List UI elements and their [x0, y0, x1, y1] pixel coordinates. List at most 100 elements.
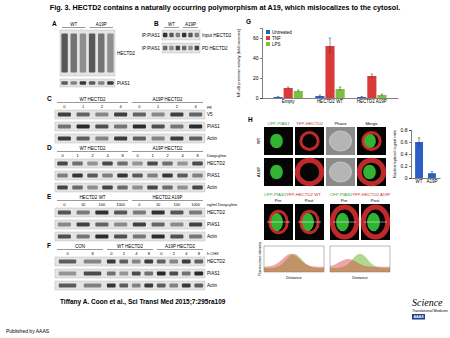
tick-mark — [409, 178, 411, 179]
bar — [357, 97, 366, 98]
row-label: V5 — [207, 112, 213, 117]
blot-band — [114, 234, 127, 238]
tick-label: 0.2 — [401, 163, 408, 169]
stage-label: Pre — [341, 198, 348, 203]
error-bar — [431, 171, 432, 175]
blot-panel: AWTA19PHECTD2PIAS1 — [52, 20, 135, 87]
lane-label: 2 — [176, 104, 179, 109]
tick-label: 0 — [405, 175, 408, 181]
lane-label: 10 — [81, 202, 86, 207]
row-label: WT — [256, 137, 261, 144]
tick-label: 0.6 — [401, 139, 408, 145]
cytosol-signal — [363, 133, 380, 150]
image-frame — [330, 204, 359, 240]
channel-label: YFP-HECTD2 A19P — [352, 192, 391, 197]
tick: Empty — [282, 98, 296, 104]
image-frame — [295, 127, 324, 155]
blot-band — [95, 112, 108, 116]
tick: 0.8 — [401, 127, 411, 133]
tick-label: 0 — [256, 95, 259, 101]
micrograph — [357, 158, 386, 186]
blot-band — [132, 161, 143, 165]
blot-band — [58, 222, 71, 226]
lane-label: 2 — [166, 153, 169, 158]
lane-label: 1 — [82, 104, 85, 109]
column-label: CFP-PIAS1 — [267, 121, 290, 126]
blot-band — [72, 185, 83, 189]
blot-band — [57, 185, 68, 189]
lane-unit: ng/ml Doxycyline — [207, 202, 238, 207]
error-bar — [330, 38, 331, 54]
blot-band — [87, 161, 98, 165]
blot-strip — [55, 281, 205, 290]
x-axis: WTA19P — [412, 178, 441, 184]
lane-label: 1000 — [116, 202, 126, 207]
blot-band — [119, 283, 128, 287]
blot-band — [58, 210, 71, 214]
profile-line — [298, 222, 321, 223]
legend-swatch — [266, 30, 270, 34]
micrograph — [361, 204, 390, 240]
image-frame — [264, 204, 293, 240]
blot-strip — [55, 122, 205, 131]
blot-band — [107, 283, 116, 287]
bar — [415, 142, 423, 178]
tick-label: A19P — [426, 179, 437, 184]
tick-label: 0.8 — [401, 127, 408, 133]
error-bar — [340, 87, 341, 91]
blot-band — [114, 124, 127, 128]
cytosol-signal — [332, 207, 356, 237]
lane-label: 1 — [76, 153, 79, 158]
error-cap — [329, 38, 331, 39]
row-label: HECTD2 — [207, 210, 225, 215]
blot-band — [152, 222, 165, 226]
blot-band — [117, 173, 128, 177]
group-label: WT HECTD2 — [117, 244, 144, 249]
image-frame — [361, 204, 390, 240]
group-line — [90, 27, 114, 28]
lane-label: 2 — [91, 153, 94, 158]
row-prefix: IP:PIAS1 — [142, 46, 161, 51]
axis-title: Nuclear/cytosol signal ratio — [392, 129, 397, 178]
lane-label: 0 — [138, 104, 141, 109]
blot-band — [170, 124, 183, 128]
panel-label: B — [154, 20, 159, 27]
row-label: PIAS1 — [207, 124, 220, 129]
y-axis: 00.20.40.60.8 — [401, 127, 412, 181]
group-line — [57, 102, 128, 103]
error-bar — [361, 97, 362, 98]
blot-band — [170, 112, 183, 116]
row-label: HECTD2 — [117, 51, 135, 56]
logo-badge — [412, 314, 425, 320]
blot-band — [189, 136, 202, 140]
tick-mark — [409, 130, 411, 131]
row-label: PIAS1 — [207, 271, 220, 276]
row-label: PIAS1 — [207, 173, 220, 178]
x-axis: EmptyHECTD2 WTHECTD2 A19P — [263, 98, 399, 104]
profile-line — [267, 222, 290, 223]
blot-band — [182, 33, 186, 38]
blot-band — [195, 33, 199, 38]
column-label: Merge — [365, 121, 378, 126]
blot-band — [132, 271, 141, 275]
lane-label: 0 — [138, 202, 141, 207]
blot-band — [182, 271, 191, 275]
blot-strip — [55, 257, 205, 266]
blot-band — [77, 124, 90, 128]
blot-band — [188, 33, 192, 38]
blot-band — [144, 271, 153, 275]
lane-label: 2 — [101, 104, 104, 109]
blot-band — [77, 210, 90, 214]
lane-label: 2 — [123, 251, 126, 256]
tick: WT — [416, 178, 423, 184]
tick-mark — [260, 78, 262, 79]
blot-band — [114, 222, 127, 226]
group-label: HECTD2 A19P — [152, 195, 182, 200]
lane-label: 0 — [66, 251, 69, 256]
row-label: Actin — [207, 283, 218, 288]
profile-frame — [264, 246, 324, 272]
blot-band — [72, 173, 83, 177]
blot-band — [182, 283, 191, 287]
tick: A19P — [426, 178, 437, 184]
blot-strip — [55, 269, 205, 278]
